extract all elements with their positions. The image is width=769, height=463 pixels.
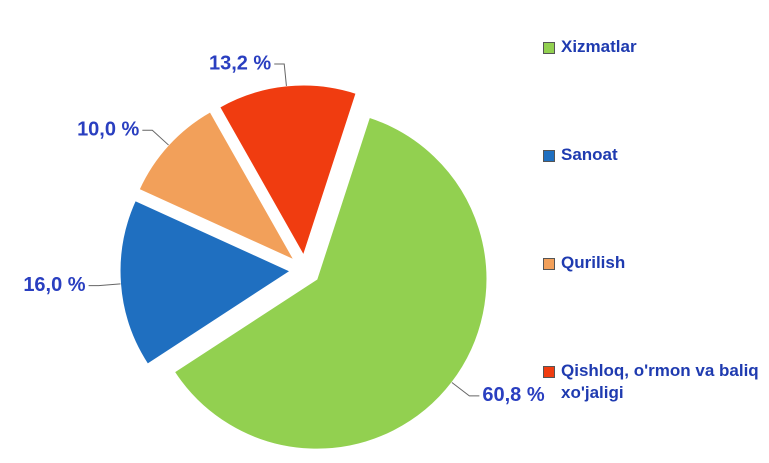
- legend-item: Qishloq, o'rmon va baliq xo'jaligi: [543, 360, 763, 404]
- data-label: 60,8 %: [482, 384, 544, 406]
- data-label: 13,2 %: [209, 52, 271, 74]
- legend-swatch: [543, 150, 555, 162]
- leader-line: [451, 382, 480, 397]
- leader-line: [88, 283, 121, 287]
- leader-line: [274, 63, 287, 86]
- data-label: 16,0 %: [23, 274, 85, 296]
- legend-label: Qishloq, o'rmon va baliq xo'jaligi: [561, 361, 759, 402]
- legend-item: Xizmatlar: [543, 36, 763, 58]
- pie-slice: [173, 116, 488, 450]
- data-label: 10,0 %: [77, 118, 139, 140]
- legend-label: Xizmatlar: [561, 37, 637, 56]
- pie-slice: [219, 84, 357, 257]
- legend-swatch: [543, 258, 555, 270]
- legend-label: Qurilish: [561, 253, 626, 272]
- leader-line: [142, 129, 169, 146]
- pie-slice: [119, 200, 292, 365]
- legend-swatch: [543, 366, 555, 378]
- legend-swatch: [543, 42, 555, 54]
- legend-item: Sanoat: [543, 144, 763, 166]
- pie-slice: [138, 111, 296, 261]
- legend-label: Sanoat: [561, 145, 618, 164]
- legend-item: Qurilish: [543, 252, 763, 274]
